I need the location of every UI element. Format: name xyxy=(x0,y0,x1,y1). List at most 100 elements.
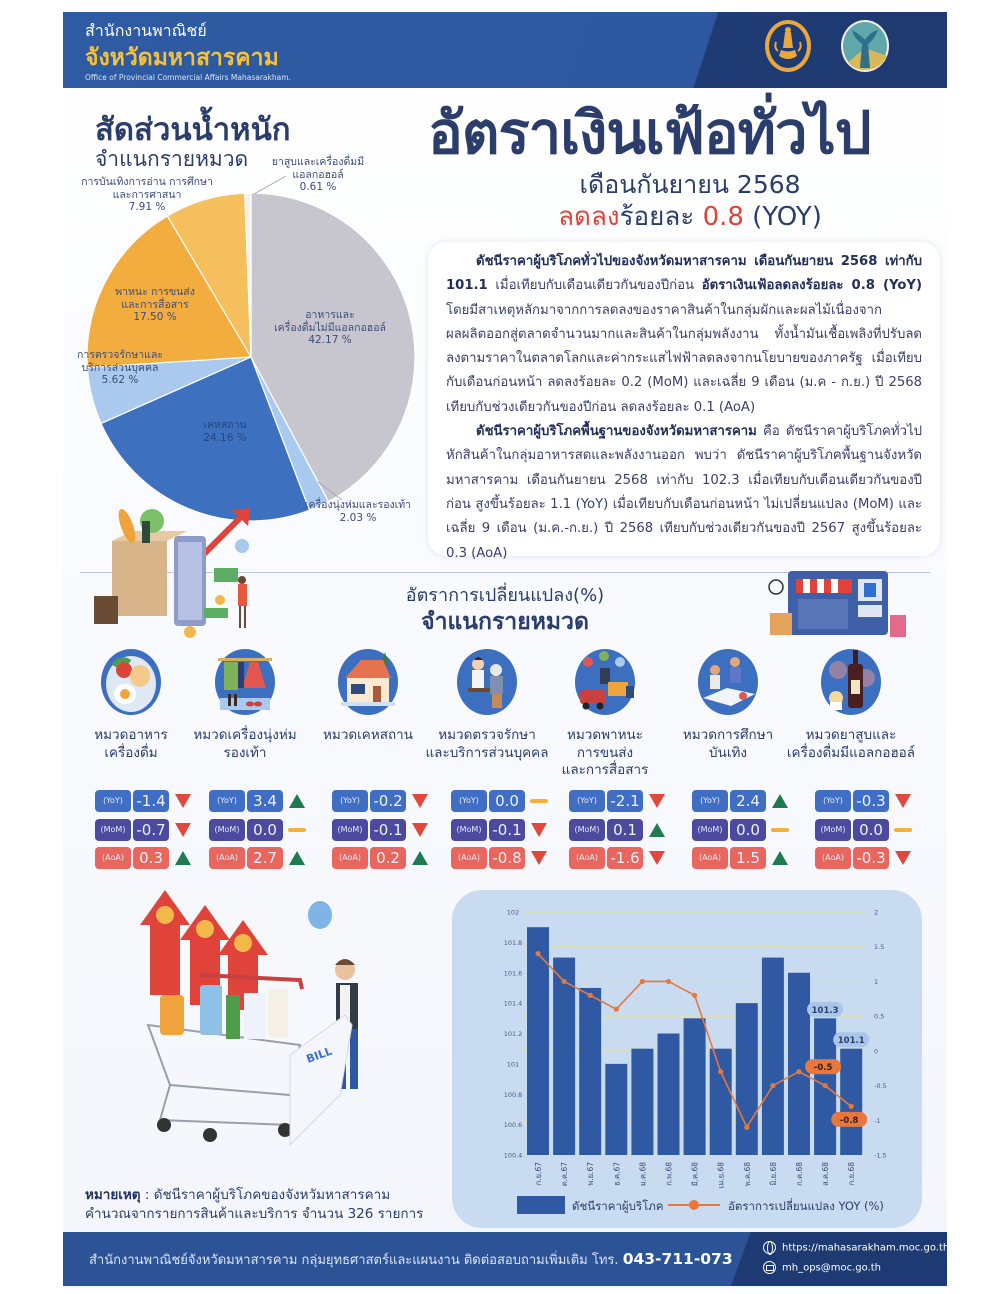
stat-label-mom: (MoM) xyxy=(451,819,487,841)
section-divider xyxy=(80,572,930,573)
left-axis-tick-label: 101 xyxy=(507,1060,519,1068)
summary-core-text: คือ ดัชนีราคาผู้บริโภคทั่วไปหักสินค้าในก… xyxy=(446,424,922,561)
rising-arrow-icon xyxy=(199,513,245,559)
stat-value-aoa: 2.7 xyxy=(247,847,283,869)
x-axis-tick-label: พ.ย.67 xyxy=(586,1162,595,1186)
note-label: หมายเหตุ xyxy=(85,1187,141,1203)
trend-flat-icon xyxy=(530,799,548,803)
leader-line-apparel xyxy=(317,481,343,501)
stat-label-aoa: (AoA) xyxy=(95,847,131,869)
weights-pie-chart xyxy=(86,175,416,522)
headline-title: อัตราเงินเฟ้อทั่วไป xyxy=(428,99,872,167)
right-axis-tick-label: 2 xyxy=(874,909,878,917)
data-label-badge xyxy=(805,1059,842,1075)
weights-subtitle: จำแนกรายหมวด xyxy=(95,147,249,171)
stat-value-aoa: 0.2 xyxy=(370,847,406,869)
medical-icon xyxy=(457,649,517,715)
left-axis-tick-label: 102 xyxy=(507,909,519,917)
transport-icon xyxy=(575,649,635,715)
stat-label-mom: (MoM) xyxy=(95,819,131,841)
x-axis-tick-label: พ.ค.68 xyxy=(743,1162,752,1187)
trend-down-icon xyxy=(412,794,428,808)
trend-down-icon xyxy=(412,823,428,837)
right-axis-tick-label: 0 xyxy=(874,1047,878,1055)
org-name-english: Office of Provincial Commercial Affairs … xyxy=(85,73,291,82)
pie-slice-tobacco xyxy=(244,192,252,358)
stat-value-yoy: -1.4 xyxy=(133,790,169,812)
yoy-point-ธ.ค.67 xyxy=(613,1006,619,1012)
right-axis-tick-label: -0.5 xyxy=(874,1082,887,1090)
x-axis-tick-label: ม.ค.68 xyxy=(638,1162,647,1187)
stat-value-mom: 0.0 xyxy=(730,819,766,841)
stat-label-yoy: (YoY) xyxy=(95,790,131,812)
stat-mom: (MoM) -0.1 xyxy=(332,819,428,841)
trend-down-icon xyxy=(649,794,665,808)
footer-website[interactable]: https://mahasarakham.moc.go.th xyxy=(763,1241,950,1255)
stat-label-mom: (MoM) xyxy=(815,819,851,841)
category-apparel: หมวดเครื่องนุ่งห่ม รองเท้า (YoY) 3.4 (MoM… xyxy=(185,648,306,873)
house-icon xyxy=(338,649,398,715)
summary-cpi-text: เมื่อเทียบกับเดือนเดียวกันของปีก่อน xyxy=(487,278,702,294)
stat-value-yoy: -0.2 xyxy=(370,790,406,812)
stat-value-yoy: -2.1 xyxy=(607,790,643,812)
yoy-point-ก.ค.68 xyxy=(796,1069,802,1075)
bar-ก.พ.68 xyxy=(657,1033,680,1155)
stat-label-aoa: (AoA) xyxy=(332,847,368,869)
stat-value-yoy: 3.4 xyxy=(247,790,283,812)
change-prefix: ร้อยละ xyxy=(619,202,703,232)
trend-down-icon xyxy=(175,794,191,808)
left-axis-tick-label: 101.2 xyxy=(504,1030,523,1038)
stat-yoy: (YoY) -0.3 xyxy=(815,790,911,812)
legend-swatch-yoy-point xyxy=(689,1200,699,1210)
bar-พ.ค.68 xyxy=(735,1003,758,1155)
trend-up-icon xyxy=(412,851,428,865)
footer-phone[interactable]: 043-711-073 xyxy=(622,1250,733,1268)
yoy-point-มี.ค.68 xyxy=(692,992,698,998)
stat-yoy: (YoY) 2.4 xyxy=(692,790,788,812)
trend-flat-icon xyxy=(894,828,912,832)
cpi-yoy-chart: 2 1.5 1 0.5 0 -0.5 -1 -1.5 102 101.8 101.6 101.4 101… xyxy=(504,909,887,1214)
stat-value-mom: -0.7 xyxy=(133,819,169,841)
bar-ก.ย.68 xyxy=(840,1048,863,1155)
trend-up-icon xyxy=(175,851,191,865)
stat-value-yoy: 0.0 xyxy=(489,790,525,812)
education-icon xyxy=(698,649,758,715)
footer-email[interactable]: mh_ops@moc.go.th xyxy=(763,1261,881,1274)
stat-aoa: (AoA) -1.6 xyxy=(569,847,665,869)
stat-value-yoy: 2.4 xyxy=(730,790,766,812)
stat-value-mom: -0.1 xyxy=(489,819,525,841)
x-axis-tick-label: ก.ค.68 xyxy=(795,1162,804,1186)
yoy-point-ม.ค.68 xyxy=(639,978,645,985)
stat-mom: (MoM) 0.1 xyxy=(569,819,665,841)
food-icon xyxy=(101,649,161,715)
legend-swatch-cpi xyxy=(517,1196,565,1214)
trend-up-icon xyxy=(772,794,788,808)
stat-mom: (MoM) -0.1 xyxy=(451,819,547,841)
x-axis-tick-label: ต.ค.67 xyxy=(560,1162,569,1186)
category-label: หมวดการศึกษา บันเทิง xyxy=(682,727,774,761)
stat-label-aoa: (AoA) xyxy=(815,847,851,869)
stat-mom: (MoM) -0.7 xyxy=(95,819,191,841)
shopping-bag-illustration xyxy=(94,508,250,638)
stat-aoa: (AoA) -0.8 xyxy=(451,847,547,869)
stat-yoy: (YoY) 0.0 xyxy=(451,790,548,812)
category-label: หมวดตรวจรักษา และบริการส่วนบุคคล xyxy=(425,727,549,761)
yoy-point-ส.ค.68 xyxy=(822,1082,828,1089)
category-label: หมวดเครื่องนุ่งห่ม รองเท้า xyxy=(193,727,297,761)
stat-yoy: (YoY) -2.1 xyxy=(569,790,665,812)
category-medical: หมวดตรวจรักษา และบริการส่วนบุคคล (YoY) 0.… xyxy=(425,648,549,873)
change-value: 0.8 xyxy=(702,202,744,232)
data-label: 101.1 xyxy=(838,1036,865,1046)
stat-aoa: (AoA) 2.7 xyxy=(209,847,305,869)
x-axis-tick-label: มิ.ย.68 xyxy=(769,1162,778,1186)
right-axis-tick-label: -1 xyxy=(874,1117,880,1125)
footer-bar: สำนักงานพาณิชย์จังหวัดมหาสารคาม กลุ่มยุท… xyxy=(63,1232,950,1286)
email-link[interactable]: mh_ops@moc.go.th xyxy=(782,1262,882,1274)
website-link[interactable]: https://mahasarakham.moc.go.th xyxy=(782,1242,950,1254)
trend-down-icon xyxy=(895,794,911,808)
bar-ก.ค.68 xyxy=(788,972,810,1155)
x-axis-tick-label: ก.ย.67 xyxy=(534,1162,543,1185)
left-axis-tick-label: 101.4 xyxy=(504,1000,523,1008)
pie-slice-food xyxy=(250,192,416,503)
footer-contact: สำนักงานพาณิชย์จังหวัดมหาสารคาม กลุ่มยุท… xyxy=(89,1249,733,1270)
